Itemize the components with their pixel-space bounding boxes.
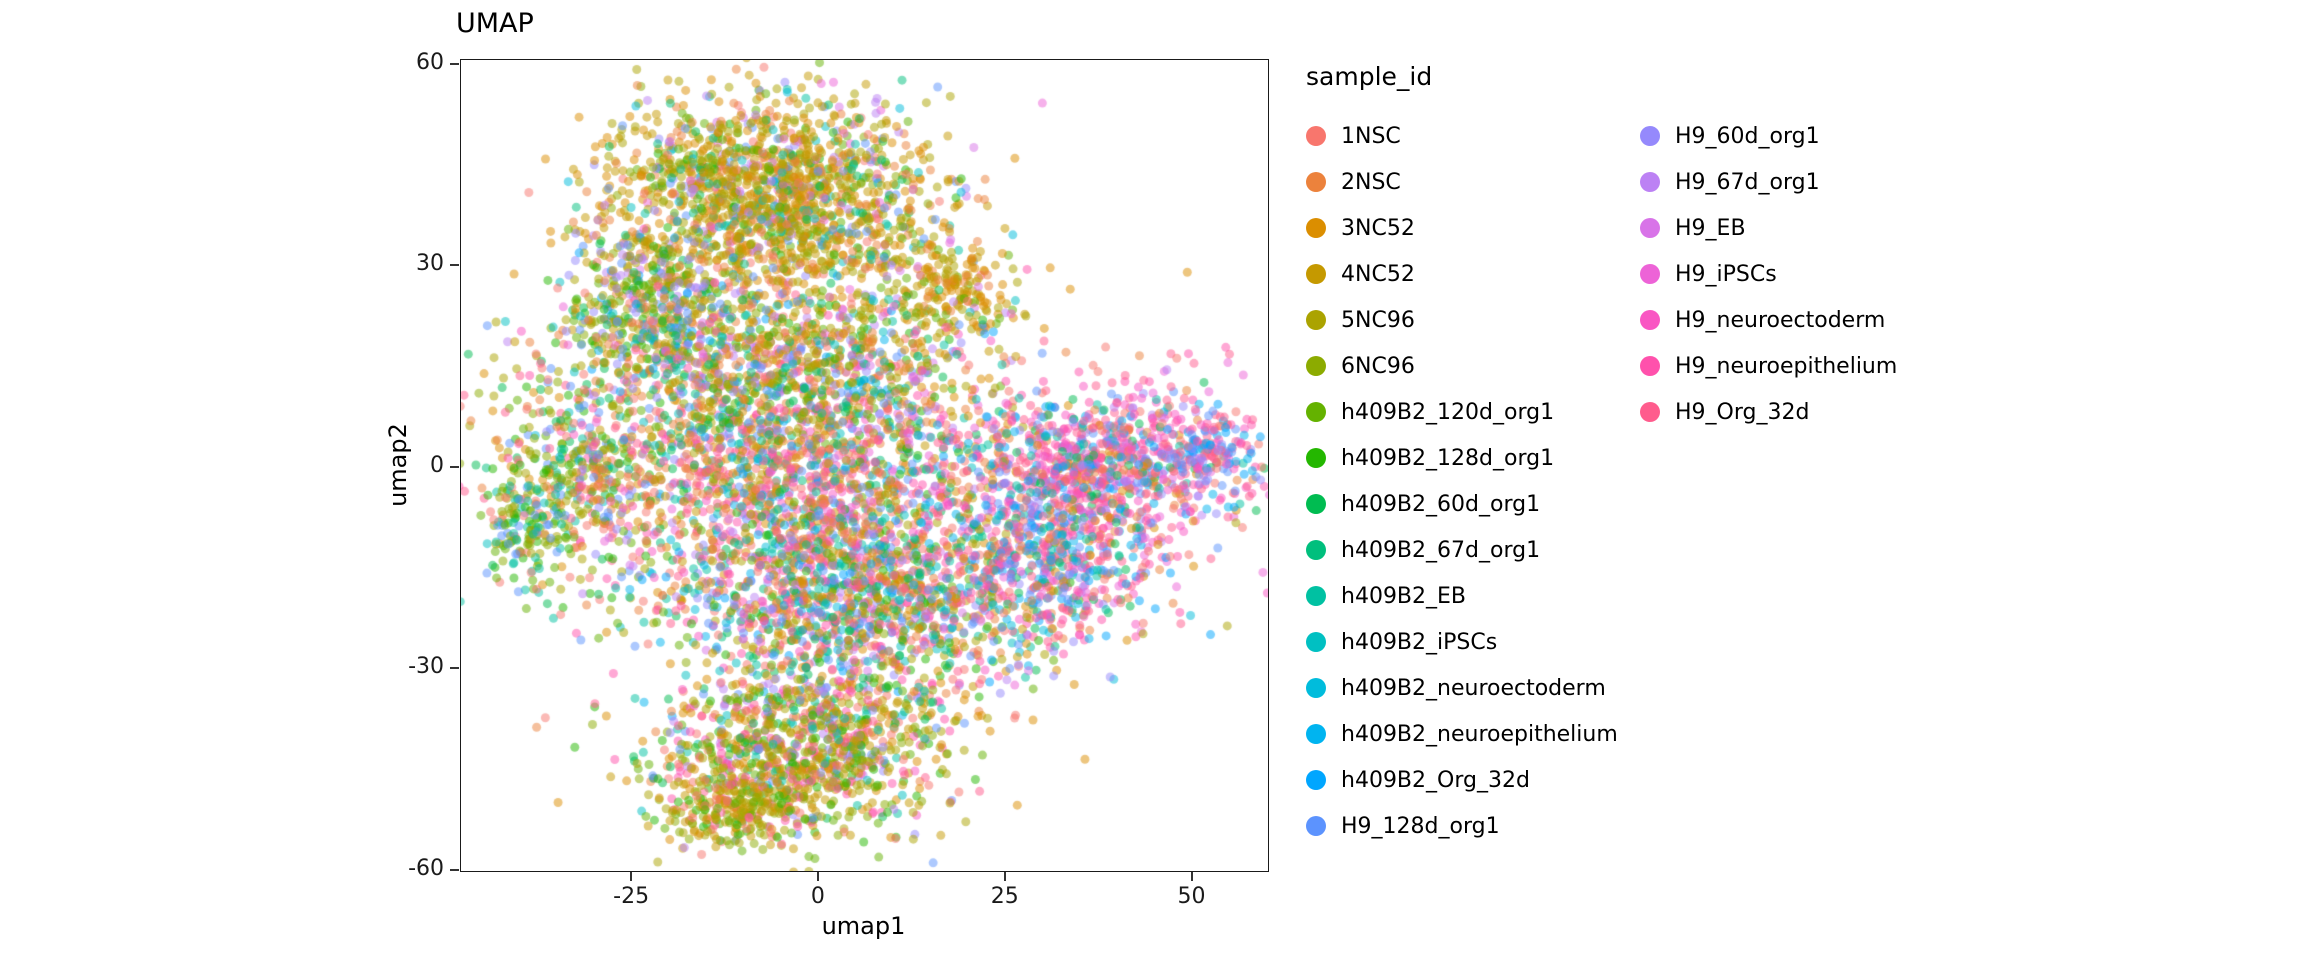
plot-panel bbox=[460, 59, 1269, 872]
legend-item-label: h409B2_iPSCs bbox=[1341, 629, 1498, 655]
legend-item: H9_EB bbox=[1640, 205, 1897, 251]
y-tick-label: 0 bbox=[430, 452, 444, 478]
legend-swatch-icon bbox=[1306, 356, 1326, 376]
legend-item-label: h409B2_120d_org1 bbox=[1341, 399, 1555, 425]
legend-item-label: 4NC52 bbox=[1341, 261, 1415, 287]
legend-item: h409B2_67d_org1 bbox=[1306, 527, 1640, 573]
legend-item-label: h409B2_67d_org1 bbox=[1341, 537, 1541, 563]
x-tick-mark bbox=[1190, 871, 1193, 881]
legend-item: H9_iPSCs bbox=[1640, 251, 1897, 297]
legend-item-label: H9_60d_org1 bbox=[1675, 123, 1820, 149]
legend-item-label: 6NC96 bbox=[1341, 353, 1415, 379]
legend-swatch-icon bbox=[1306, 770, 1326, 790]
legend-item-label: H9_67d_org1 bbox=[1675, 169, 1820, 195]
x-tick-label: 50 bbox=[1177, 884, 1206, 909]
plot-title: UMAP bbox=[456, 8, 534, 39]
legend-item: 5NC96 bbox=[1306, 297, 1640, 343]
legend-item: h409B2_Org_32d bbox=[1306, 757, 1640, 803]
legend-item: H9_128d_org1 bbox=[1306, 803, 1640, 849]
legend-item-label: H9_Org_32d bbox=[1675, 399, 1810, 425]
legend-swatch-icon bbox=[1306, 402, 1326, 422]
legend-item: 1NSC bbox=[1306, 113, 1640, 159]
legend-swatch-icon bbox=[1640, 172, 1660, 192]
legend-item-label: 5NC96 bbox=[1341, 307, 1415, 333]
legend-item-label: h409B2_neuroepithelium bbox=[1341, 721, 1618, 747]
legend-item: h409B2_neuroectoderm bbox=[1306, 665, 1640, 711]
y-tick-mark bbox=[449, 667, 459, 670]
legend-swatch-icon bbox=[1640, 218, 1660, 238]
legend-column-1: 1NSC 2NSC 3NC52 4NC52 5NC96 6NC96 h409B2_120d_… bbox=[1306, 113, 1640, 849]
legend-swatch-icon bbox=[1306, 632, 1326, 652]
legend-item: h409B2_iPSCs bbox=[1306, 619, 1640, 665]
legend-swatch-icon bbox=[1640, 310, 1660, 330]
legend-item-label: 2NSC bbox=[1341, 169, 1401, 195]
legend-item: 4NC52 bbox=[1306, 251, 1640, 297]
x-tick-mark bbox=[816, 871, 819, 881]
legend-item: H9_neuroepithelium bbox=[1640, 343, 1897, 389]
umap-scatter-canvas bbox=[461, 60, 1268, 871]
legend-swatch-icon bbox=[1306, 218, 1326, 238]
legend-item: h409B2_120d_org1 bbox=[1306, 389, 1640, 435]
legend-item: h409B2_neuroepithelium bbox=[1306, 711, 1640, 757]
legend-item-label: h409B2_128d_org1 bbox=[1341, 445, 1555, 471]
y-axis-title: umap2 bbox=[384, 423, 412, 507]
y-tick-mark bbox=[449, 264, 459, 267]
x-tick-label: -25 bbox=[613, 884, 650, 909]
legend-swatch-icon bbox=[1306, 448, 1326, 468]
y-tick-mark bbox=[449, 62, 459, 65]
legend-item-label: H9_EB bbox=[1675, 215, 1746, 241]
legend-item: h409B2_60d_org1 bbox=[1306, 481, 1640, 527]
legend-item-label: H9_neuroepithelium bbox=[1675, 353, 1898, 379]
legend-item-label: h409B2_EB bbox=[1341, 583, 1467, 609]
legend-title: sample_id bbox=[1306, 62, 1433, 91]
legend-swatch-icon bbox=[1306, 264, 1326, 284]
x-tick-label: 25 bbox=[990, 884, 1019, 909]
legend-columns: 1NSC 2NSC 3NC52 4NC52 5NC96 6NC96 h409B2_120d_… bbox=[1306, 113, 2026, 849]
y-tick-mark bbox=[449, 465, 459, 468]
legend-swatch-icon bbox=[1306, 816, 1326, 836]
legend-item-label: H9_128d_org1 bbox=[1341, 813, 1500, 839]
legend: sample_id 1NSC 2NSC 3NC52 4NC52 5NC96 6NC96 h4… bbox=[1306, 62, 2026, 849]
legend-item-label: 3NC52 bbox=[1341, 215, 1415, 241]
legend-swatch-icon bbox=[1640, 264, 1660, 284]
legend-swatch-icon bbox=[1640, 126, 1660, 146]
x-tick-mark bbox=[1003, 871, 1006, 881]
legend-swatch-icon bbox=[1306, 586, 1326, 606]
x-tick-mark bbox=[630, 871, 633, 881]
legend-item-label: h409B2_60d_org1 bbox=[1341, 491, 1541, 517]
legend-swatch-icon bbox=[1306, 126, 1326, 146]
legend-item-label: 1NSC bbox=[1341, 123, 1401, 149]
y-tick-label: -30 bbox=[408, 654, 444, 680]
y-tick-label: 30 bbox=[416, 251, 444, 277]
legend-item-label: H9_neuroectoderm bbox=[1675, 307, 1886, 333]
legend-item: H9_Org_32d bbox=[1640, 389, 1897, 435]
legend-swatch-icon bbox=[1306, 310, 1326, 330]
y-tick-mark bbox=[449, 869, 459, 871]
legend-item: 2NSC bbox=[1306, 159, 1640, 205]
legend-swatch-icon bbox=[1306, 540, 1326, 560]
y-tick-label: -60 bbox=[408, 856, 444, 881]
legend-item-label: h409B2_Org_32d bbox=[1341, 767, 1530, 793]
legend-item: H9_neuroectoderm bbox=[1640, 297, 1897, 343]
x-axis-title: umap1 bbox=[821, 912, 906, 940]
legend-item: H9_67d_org1 bbox=[1640, 159, 1897, 205]
legend-swatch-icon bbox=[1306, 678, 1326, 698]
legend-swatch-icon bbox=[1306, 494, 1326, 514]
legend-item: 3NC52 bbox=[1306, 205, 1640, 251]
legend-item-label: H9_iPSCs bbox=[1675, 261, 1777, 287]
legend-item: 6NC96 bbox=[1306, 343, 1640, 389]
legend-swatch-icon bbox=[1306, 172, 1326, 192]
legend-item: h409B2_128d_org1 bbox=[1306, 435, 1640, 481]
legend-item: H9_60d_org1 bbox=[1640, 113, 1897, 159]
legend-item-label: h409B2_neuroectoderm bbox=[1341, 675, 1606, 701]
legend-swatch-icon bbox=[1640, 356, 1660, 376]
legend-item: h409B2_EB bbox=[1306, 573, 1640, 619]
legend-swatch-icon bbox=[1306, 724, 1326, 744]
y-tick-label: 60 bbox=[416, 49, 444, 75]
legend-swatch-icon bbox=[1640, 402, 1660, 422]
x-tick-label: 0 bbox=[810, 884, 825, 909]
legend-column-2: H9_60d_org1 H9_67d_org1 H9_EB H9_iPSCs H9_ne… bbox=[1640, 113, 1897, 435]
